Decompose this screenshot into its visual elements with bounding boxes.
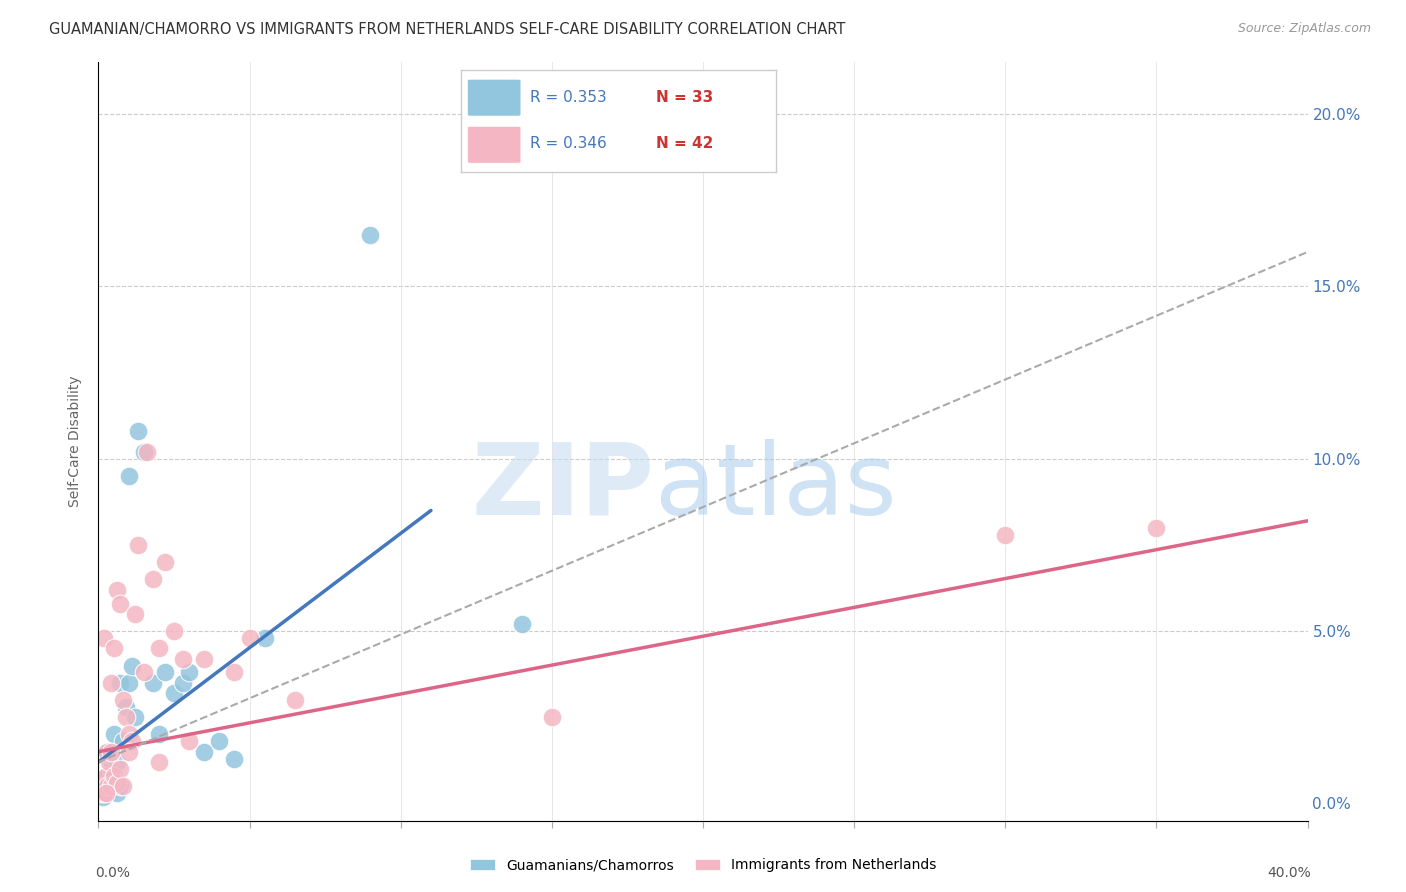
Point: [93, 786, 115, 800]
Legend: Guamanians/Chamorros, Immigrants from Netherlands: Guamanians/Chamorros, Immigrants from Ne…: [464, 853, 942, 878]
Point: [96, 779, 118, 793]
Point: [142, 675, 165, 690]
Point: [148, 727, 170, 741]
Point: [108, 597, 131, 611]
Point: [96, 769, 118, 783]
Point: [148, 755, 170, 769]
Text: 40.0%: 40.0%: [1267, 866, 1312, 880]
Point: [105, 776, 128, 790]
Point: [103, 769, 125, 783]
Point: [90, 786, 112, 800]
Point: [510, 617, 533, 632]
Point: [100, 745, 122, 759]
Text: atlas: atlas: [655, 439, 896, 535]
Text: Source: ZipAtlas.com: Source: ZipAtlas.com: [1237, 22, 1371, 36]
Text: GUAMANIAN/CHAMORRO VS IMMIGRANTS FROM NETHERLANDS SELF-CARE DISABILITY CORRELATI: GUAMANIAN/CHAMORRO VS IMMIGRANTS FROM NE…: [49, 22, 845, 37]
Point: [132, 445, 155, 459]
Point: [124, 607, 146, 621]
Point: [172, 651, 194, 665]
Point: [253, 631, 276, 645]
Point: [91, 789, 114, 804]
Point: [121, 734, 143, 748]
Point: [100, 782, 122, 797]
Point: [153, 665, 176, 680]
Point: [127, 424, 149, 438]
Y-axis label: Self-Care Disability: Self-Care Disability: [69, 376, 83, 508]
Point: [93, 631, 115, 645]
Point: [224, 665, 246, 680]
Point: [105, 582, 128, 597]
Point: [172, 675, 194, 690]
Point: [111, 734, 134, 748]
Point: [98, 755, 121, 769]
Point: [1146, 521, 1168, 535]
Point: [111, 693, 134, 707]
Point: [284, 693, 307, 707]
Point: [163, 686, 186, 700]
Point: [111, 779, 134, 793]
Point: [994, 527, 1017, 541]
Point: [540, 710, 562, 724]
Point: [96, 745, 118, 759]
Point: [94, 769, 117, 783]
Point: [224, 751, 246, 765]
Point: [360, 227, 382, 242]
Point: [135, 445, 157, 459]
Point: [118, 675, 141, 690]
Point: [142, 573, 165, 587]
Point: [103, 641, 125, 656]
Point: [103, 776, 125, 790]
Point: [93, 779, 115, 793]
Point: [114, 710, 136, 724]
Point: [105, 755, 128, 769]
Point: [153, 555, 176, 569]
Point: [114, 699, 136, 714]
Point: [100, 675, 122, 690]
Point: [118, 745, 141, 759]
Point: [103, 727, 125, 741]
Point: [239, 631, 262, 645]
Text: 0.0%: 0.0%: [94, 866, 129, 880]
Point: [105, 786, 128, 800]
Point: [179, 734, 201, 748]
Point: [108, 762, 131, 776]
Point: [208, 734, 231, 748]
Point: [100, 762, 122, 776]
Point: [91, 779, 114, 793]
Point: [108, 675, 131, 690]
Point: [118, 727, 141, 741]
Point: [193, 651, 215, 665]
Point: [100, 779, 122, 793]
Point: [163, 624, 186, 639]
Point: [124, 710, 146, 724]
Text: ZIP: ZIP: [472, 439, 655, 535]
Point: [118, 469, 141, 483]
Point: [193, 745, 215, 759]
Point: [121, 658, 143, 673]
Point: [132, 665, 155, 680]
Point: [96, 745, 118, 759]
Point: [108, 779, 131, 793]
Point: [127, 538, 149, 552]
Point: [179, 665, 201, 680]
Point: [148, 641, 170, 656]
Point: [94, 786, 117, 800]
Point: [90, 786, 112, 800]
